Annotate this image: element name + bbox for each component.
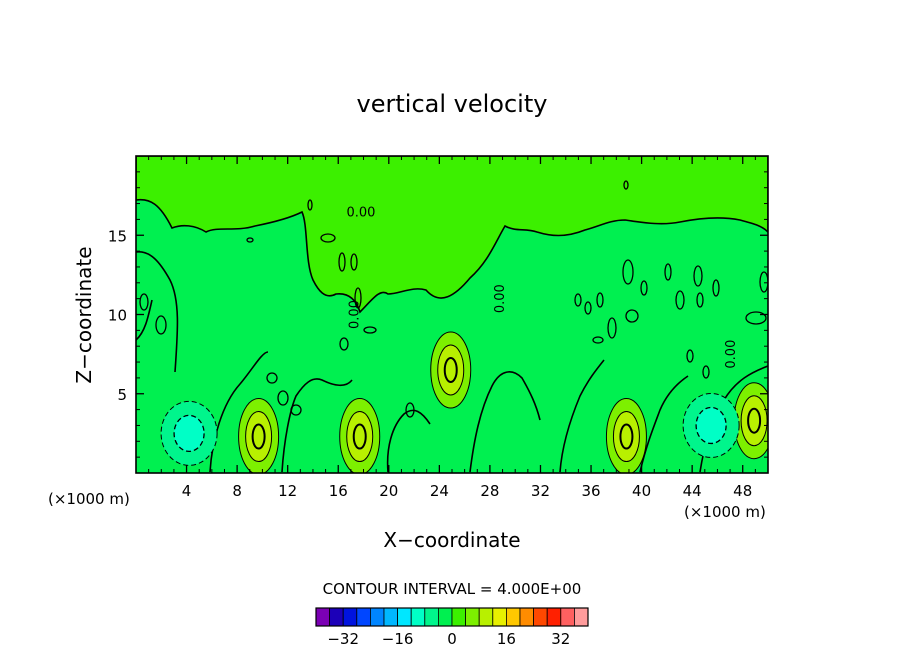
- colorbar-swatch-1: [315, 607, 331, 627]
- colorbar: −32 −16 0 16 32: [315, 607, 589, 648]
- x-axis: 4 8 12 16 20 24 28 32 36 40 44 48: [148, 156, 756, 500]
- colorbar-swatch-15: [505, 607, 521, 627]
- x-tick-label-40: 40: [632, 482, 651, 500]
- colorbar-label-1: −32: [327, 630, 359, 648]
- upper-field-region: [136, 156, 768, 314]
- colorbar-swatch-4: [356, 607, 371, 627]
- x-tick-label-36: 36: [581, 482, 600, 500]
- updraft-core-3: [430, 331, 472, 409]
- y-tick-label-10: 10: [108, 307, 127, 325]
- colorbar-swatch-14: [492, 607, 507, 627]
- y-axis: 5 10 15: [108, 171, 768, 458]
- colorbar-swatch-17: [533, 607, 548, 627]
- updraft-core-1: [238, 398, 280, 473]
- y-axis-label: Z−coordinate: [72, 246, 96, 383]
- x-tick-label-12: 12: [278, 482, 297, 500]
- x-unit-left: (×1000 m): [48, 490, 130, 508]
- colorbar-swatch-12: [465, 607, 480, 627]
- colorbar-swatch-3: [342, 607, 358, 627]
- x-axis-label: X−coordinate: [383, 528, 520, 552]
- colorbar-swatch-7: [397, 607, 412, 627]
- colorbar-swatch-5: [369, 607, 385, 627]
- colorbar-swatch-19: [560, 607, 575, 627]
- colorbar-swatch-8: [410, 607, 426, 627]
- colorbar-label-3: 0: [447, 630, 457, 648]
- contour-labels: 0.00 0.00 0.00 0.00: [347, 205, 740, 368]
- x-tick-label-4: 4: [182, 482, 192, 500]
- contour-label-2: 0.00: [493, 284, 508, 313]
- x-tick-label-16: 16: [329, 482, 348, 500]
- chart-title: vertical velocity: [357, 90, 548, 118]
- colorbar-swatch-13: [478, 607, 494, 627]
- small-cells: [139, 180, 768, 418]
- x-tick-label-48: 48: [733, 482, 752, 500]
- colorbar-label-4: 16: [497, 630, 516, 648]
- downdraft-contours: [160, 392, 740, 466]
- colorbar-label-5: 32: [551, 630, 570, 648]
- x-tick-label-28: 28: [480, 482, 499, 500]
- x-tick-label-32: 32: [531, 482, 550, 500]
- plot-area: 0.00 0.00 0.00 0.00: [136, 156, 768, 473]
- updraft-contours: [238, 331, 768, 473]
- contour-interval-text: CONTOUR INTERVAL = 4.000E+00: [323, 580, 582, 598]
- downdraft-core-2: [682, 392, 740, 458]
- colorbar-swatch-16: [519, 607, 535, 627]
- updraft-core-5: [733, 382, 768, 460]
- y-tick-label-5: 5: [117, 386, 127, 404]
- x-unit-right: (×1000 m): [684, 503, 766, 521]
- x-tick-label-20: 20: [379, 482, 398, 500]
- contour-label-1: 0.00: [347, 205, 376, 220]
- contour-label-4: 0.00: [724, 340, 739, 369]
- updraft-core-2: [339, 398, 381, 473]
- x-tick-label-24: 24: [430, 482, 449, 500]
- contour-label-3: 0.00: [347, 300, 362, 329]
- colorbar-frame: [315, 607, 589, 627]
- updraft-core-4: [605, 398, 647, 473]
- colorbar-swatch-20: [574, 607, 589, 627]
- colorbar-swatch-9: [424, 607, 439, 627]
- y-tick-label-15: 15: [108, 227, 127, 245]
- colorbar-swatch-2: [329, 607, 344, 627]
- colorbar-swatch-18: [546, 607, 562, 627]
- colorbar-swatch-6: [383, 607, 399, 627]
- colorbar-swatch-10: [437, 607, 453, 627]
- colorbar-label-2: −16: [382, 630, 414, 648]
- x-tick-label-44: 44: [683, 482, 702, 500]
- downdraft-core-1: [160, 400, 218, 466]
- colorbar-swatch-11: [451, 607, 467, 627]
- x-tick-label-8: 8: [232, 482, 242, 500]
